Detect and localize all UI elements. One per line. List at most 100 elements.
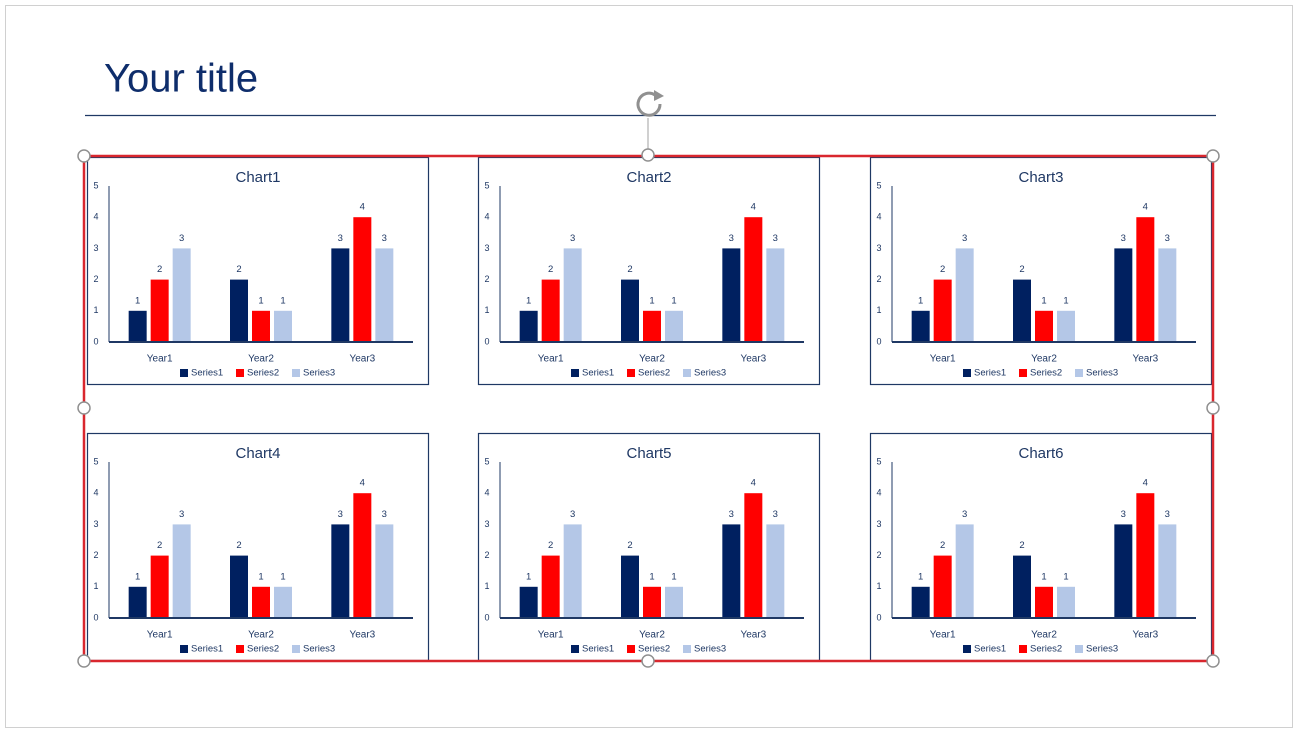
- data-label: 3: [962, 233, 967, 244]
- legend-swatch: [571, 645, 579, 653]
- legend-swatch: [963, 369, 971, 377]
- bar: [766, 524, 785, 618]
- data-label: 3: [1121, 233, 1126, 244]
- legend-swatch: [1075, 369, 1083, 377]
- x-tick-label: Year1: [930, 354, 956, 365]
- bar: [621, 279, 639, 342]
- y-tick-label: 4: [876, 488, 881, 498]
- data-label: 3: [729, 509, 734, 520]
- y-tick-label: 0: [93, 612, 98, 622]
- data-label: 2: [157, 540, 162, 551]
- bar: [1057, 586, 1075, 618]
- bar: [563, 248, 582, 342]
- data-label: 1: [918, 295, 923, 306]
- legend-label: Series2: [247, 368, 279, 379]
- x-tick-label: Year3: [349, 630, 375, 641]
- data-label: 1: [918, 571, 923, 582]
- bar: [150, 555, 169, 618]
- chart-frame: [86, 156, 430, 386]
- y-tick-label: 3: [93, 243, 98, 253]
- bar: [375, 248, 394, 342]
- legend-swatch: [236, 369, 244, 377]
- bar: [643, 586, 661, 618]
- y-tick-label: 5: [876, 456, 881, 466]
- data-label: 1: [258, 571, 263, 582]
- chart-title: Chart4: [235, 445, 280, 462]
- data-label: 4: [751, 478, 756, 489]
- data-label: 3: [1165, 509, 1170, 520]
- legend-swatch: [683, 645, 691, 653]
- data-label: 3: [570, 233, 575, 244]
- x-tick-label: Year3: [1132, 630, 1158, 641]
- bar: [722, 524, 741, 618]
- chart-title: Chart1: [235, 169, 280, 186]
- legend-label: Series3: [303, 644, 335, 655]
- data-label: 3: [382, 509, 387, 520]
- data-label: 1: [649, 571, 654, 582]
- slide-title[interactable]: Your title: [104, 57, 258, 101]
- chart-title: Chart2: [626, 169, 671, 186]
- bar: [744, 493, 763, 618]
- legend-swatch: [1019, 645, 1027, 653]
- legend-swatch: [627, 369, 635, 377]
- y-tick-label: 2: [876, 550, 881, 560]
- data-label: 1: [1041, 295, 1046, 306]
- legend-swatch: [627, 645, 635, 653]
- bar: [353, 493, 372, 618]
- x-tick-label: Year2: [639, 630, 665, 641]
- legend-label: Series1: [191, 644, 223, 655]
- x-tick-label: Year2: [639, 354, 665, 365]
- bar: [1158, 524, 1177, 618]
- data-label: 3: [773, 509, 778, 520]
- y-tick-label: 5: [93, 456, 98, 466]
- bar: [955, 524, 974, 618]
- bar: [230, 279, 248, 342]
- legend-swatch: [180, 369, 188, 377]
- data-label: 2: [1019, 540, 1024, 551]
- data-label: 2: [157, 264, 162, 275]
- y-tick-label: 3: [484, 243, 489, 253]
- bar: [665, 310, 683, 342]
- data-label: 2: [236, 264, 241, 275]
- bar: [274, 586, 292, 618]
- chart[interactable]: Chart4 0 1 2 3 4 5 Year1 1 2 3 Year2 2 1 1 Year3 3 4 3 Seri…: [86, 432, 430, 662]
- data-label: 3: [338, 509, 343, 520]
- y-tick-label: 2: [93, 274, 98, 284]
- legend-label: Series3: [1086, 368, 1118, 379]
- bar: [1136, 217, 1155, 342]
- data-label: 3: [382, 233, 387, 244]
- chart[interactable]: Chart5 0 1 2 3 4 5 Year1 1 2 3 Year2 2 1 1 Year3 3 4 3 Seri…: [477, 432, 821, 662]
- y-tick-label: 1: [93, 581, 98, 591]
- data-label: 1: [1063, 571, 1068, 582]
- bar: [128, 310, 147, 342]
- data-label: 1: [135, 571, 140, 582]
- legend-swatch: [571, 369, 579, 377]
- chart[interactable]: Chart2 0 1 2 3 4 5 Year1 1 2 3 Year2 2 1 1 Year3 3 4 3 Seri…: [477, 156, 821, 386]
- chart[interactable]: Chart1 0 1 2 3 4 5 Year1 1 2 3 Year2 2 1 1 Year3 3 4 3 Seri…: [86, 156, 430, 386]
- resize-handles[interactable]: [77, 148, 1220, 668]
- y-tick-label: 3: [876, 243, 881, 253]
- x-tick-label: Year1: [147, 354, 173, 365]
- legend-label: Series2: [638, 644, 670, 655]
- legend-label: Series1: [582, 368, 614, 379]
- y-tick-label: 0: [876, 612, 881, 622]
- y-tick-label: 5: [484, 180, 489, 190]
- y-tick-label: 3: [876, 519, 881, 529]
- y-tick-label: 4: [93, 488, 98, 498]
- y-tick-label: 1: [93, 305, 98, 315]
- bar: [541, 555, 560, 618]
- data-label: 1: [280, 571, 285, 582]
- data-label: 2: [627, 264, 632, 275]
- y-tick-label: 2: [484, 274, 489, 284]
- bar: [331, 524, 350, 618]
- x-tick-label: Year2: [1031, 630, 1057, 641]
- rotate-handle[interactable]: [636, 90, 664, 117]
- chart[interactable]: Chart3 0 1 2 3 4 5 Year1 1 2 3 Year2 2 1 1 Year3 3 4 3 Seri…: [869, 156, 1213, 386]
- bar: [911, 586, 930, 618]
- data-label: 1: [135, 295, 140, 306]
- data-label: 3: [338, 233, 343, 244]
- legend-label: Series2: [247, 644, 279, 655]
- chart[interactable]: Chart6 0 1 2 3 4 5 Year1 1 2 3 Year2 2 1 1 Year3 3 4 3 Seri…: [869, 432, 1213, 662]
- legend-label: Series3: [694, 644, 726, 655]
- bar: [252, 586, 270, 618]
